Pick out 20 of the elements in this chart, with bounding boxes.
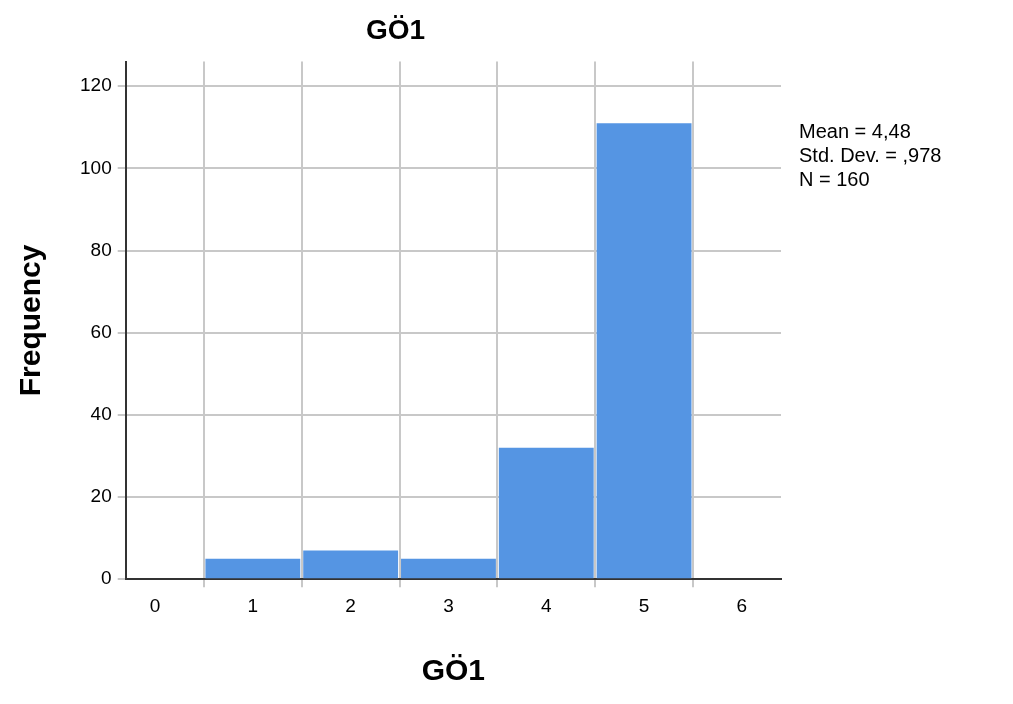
- x-tick-label: 4: [540, 594, 552, 616]
- y-tick-label: 80: [90, 238, 112, 260]
- chart-title: GÖ1: [365, 13, 426, 45]
- x-tick-label: 6: [736, 594, 748, 616]
- y-axis-title: Frequency: [13, 244, 47, 397]
- text: N = 160: [799, 167, 870, 190]
- text: Mean = 4,48: [799, 119, 911, 142]
- x-tick-label: 1: [247, 594, 259, 616]
- x-tick-label: 0: [149, 594, 161, 616]
- y-tick-label: 120: [80, 74, 112, 96]
- x-tick-label: 2: [345, 594, 356, 616]
- text: Std. Dev. = ,978: [799, 143, 942, 166]
- y-tick-label: 0: [101, 567, 112, 589]
- x-axis-title: GÖ1: [421, 653, 486, 687]
- x-tick-label: 3: [443, 594, 454, 616]
- y-tick-label: 100: [80, 156, 112, 178]
- x-tick-label: 5: [638, 594, 650, 616]
- y-tick-label: 40: [90, 403, 112, 425]
- y-tick-label: 60: [90, 320, 112, 342]
- y-tick-label: 20: [90, 485, 112, 507]
